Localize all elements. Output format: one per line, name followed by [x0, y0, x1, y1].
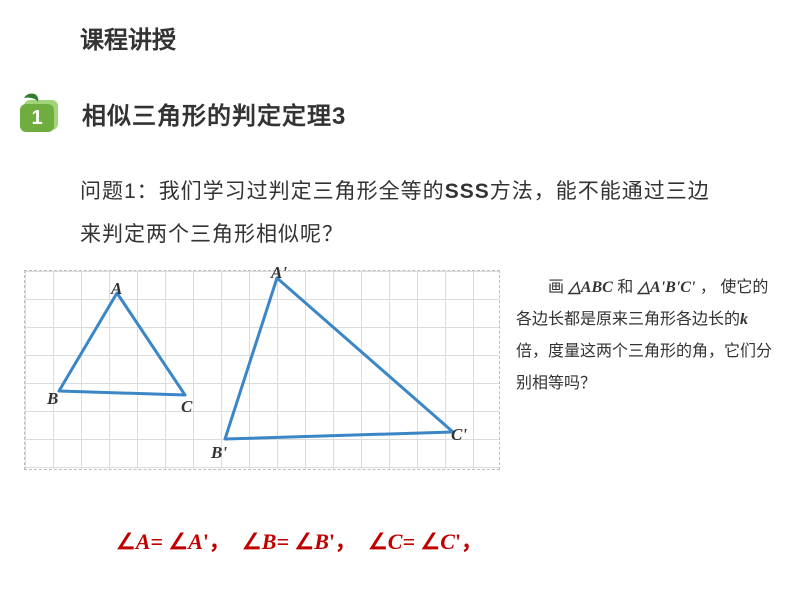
eq-A: A — [136, 529, 151, 554]
label-B: B — [47, 389, 58, 409]
question-part1: 我们学习过判定三角形全等的 — [159, 180, 445, 203]
side-t2C: C — [680, 279, 691, 296]
page-title: 课程讲授 — [80, 20, 176, 55]
label-Bp: B' — [211, 443, 227, 463]
side-comma: ， — [700, 279, 716, 296]
side-rest2: 倍，度量这两个三角形的角，它们分别相等吗？ — [516, 343, 772, 392]
triangle-small — [59, 293, 185, 395]
side-k: k — [740, 311, 748, 328]
question-bold: SSS — [445, 180, 490, 203]
section-number: 1 — [31, 107, 42, 129]
side-and: 和 — [617, 279, 633, 296]
slide-page: 课程讲授 1 相似三角形的判定定理3 问题1：我们学习过判定三角形全等的SSS方… — [0, 0, 794, 596]
side-tri2pre: △ — [638, 279, 650, 296]
eq-Ap: A — [188, 529, 203, 554]
diagram-area: A B C A' B' C' — [24, 270, 500, 470]
side-t2B: B — [665, 279, 676, 296]
triangle-large — [225, 278, 453, 439]
side-t2A: A — [650, 279, 661, 296]
eq-B: B — [262, 529, 277, 554]
label-C: C — [181, 397, 192, 417]
badge-icon: 1 — [18, 92, 64, 134]
triangles-svg — [25, 271, 501, 471]
section-row: 1 相似三角形的判定定理3 — [18, 92, 346, 134]
p3: ' — [691, 279, 695, 296]
eq-Cp: C — [440, 529, 455, 554]
eq-Bp: B — [314, 529, 329, 554]
section-badge: 1 — [18, 92, 64, 134]
side-text: 画 △ABC 和 △A'B'C' ， 使它的各边长都是原来三角形各边长的k倍，度… — [516, 272, 772, 400]
question-label: 问题1： — [80, 180, 159, 203]
title-row: 课程讲授 — [80, 20, 176, 55]
side-tri1: △ABC — [568, 279, 612, 296]
label-Ap: A' — [271, 263, 287, 283]
equation-line: ∠A= ∠A'， ∠B= ∠B'， ∠C= ∠C'， — [116, 524, 483, 556]
side-draw: 画 — [548, 279, 564, 296]
label-A: A — [111, 279, 122, 299]
section-title: 相似三角形的判定定理3 — [82, 96, 346, 131]
eq-C: C — [388, 529, 403, 554]
question-text: 问题1：我们学习过判定三角形全等的SSS方法，能不能通过三边来判定两个三角形相似… — [80, 170, 720, 256]
label-Cp: C' — [451, 425, 467, 445]
